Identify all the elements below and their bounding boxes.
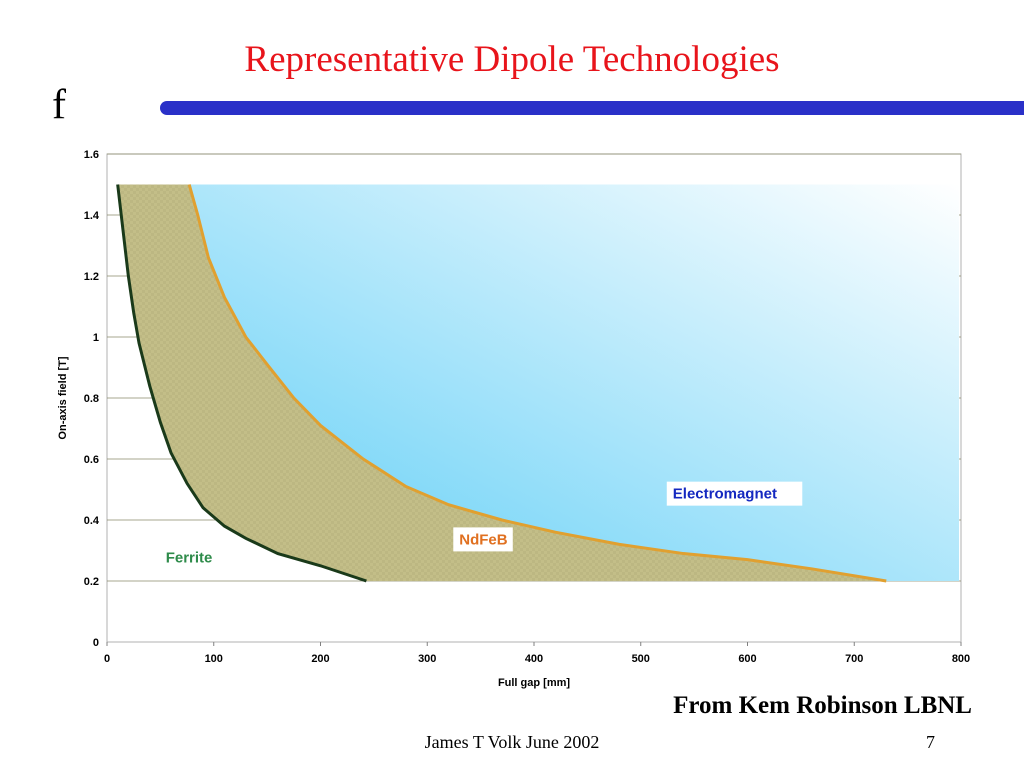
- y-tick-label: 1.6: [84, 149, 99, 161]
- electromagnet-label-box: Electromagnet: [666, 481, 803, 506]
- title-underline-rule: [160, 101, 1024, 115]
- x-tick-label: 300: [418, 653, 436, 665]
- y-tick-label: 0.4: [84, 515, 100, 527]
- ndfeb-boundary-line: [187, 184, 887, 583]
- source-credit: From Kem Robinson LBNL: [673, 692, 972, 719]
- y-tick-label: 0.8: [84, 393, 99, 405]
- dipole-technology-chart: 0 0.2 0.4 0.6 0.8 1 1.2 1.4 1.6 0 100 200 300 400 500…: [57, 149, 970, 689]
- y-tick-label: 0.6: [84, 454, 99, 466]
- x-tick-label: 500: [632, 653, 650, 665]
- x-tick-label: 700: [845, 653, 863, 665]
- x-axis-ticks: 0 100 200 300 400 500 600 700 800: [104, 642, 970, 665]
- x-tick-label: 0: [104, 653, 110, 665]
- ferrite-label: Ferrite: [166, 550, 213, 567]
- y-tick-label: 1: [93, 332, 99, 344]
- y-tick-label: 1.4: [84, 210, 100, 222]
- x-tick-label: 600: [738, 653, 756, 665]
- footer-author-date: James T Volk June 2002: [424, 732, 600, 752]
- y-tick-label: 0.2: [84, 576, 99, 588]
- ferrite-boundary-line: [116, 184, 367, 583]
- bullet-marker: f: [52, 82, 66, 128]
- slide-title: Representative Dipole Technologies: [244, 39, 780, 80]
- y-axis-ticks: 0 0.2 0.4 0.6 0.8 1 1.2 1.4 1.6: [84, 149, 100, 649]
- x-tick-label: 100: [205, 653, 223, 665]
- electromagnet-label: Electromagnet: [673, 486, 777, 503]
- x-tick-label: 400: [525, 653, 543, 665]
- y-tick-label: 0: [93, 637, 99, 649]
- x-axis-title: Full gap [mm]: [498, 677, 570, 689]
- footer-page-number: 7: [926, 732, 935, 752]
- ndfeb-label: NdFeB: [459, 531, 508, 548]
- ndfeb-label-box: NdFeB: [453, 527, 513, 552]
- ferrite-label-box: Ferrite: [159, 545, 239, 570]
- x-tick-label: 200: [311, 653, 329, 665]
- permanent-magnet-region: [117, 184, 887, 581]
- y-tick-label: 1.2: [84, 271, 99, 283]
- y-axis-title: On-axis field [T]: [57, 356, 69, 439]
- x-tick-label: 800: [952, 653, 970, 665]
